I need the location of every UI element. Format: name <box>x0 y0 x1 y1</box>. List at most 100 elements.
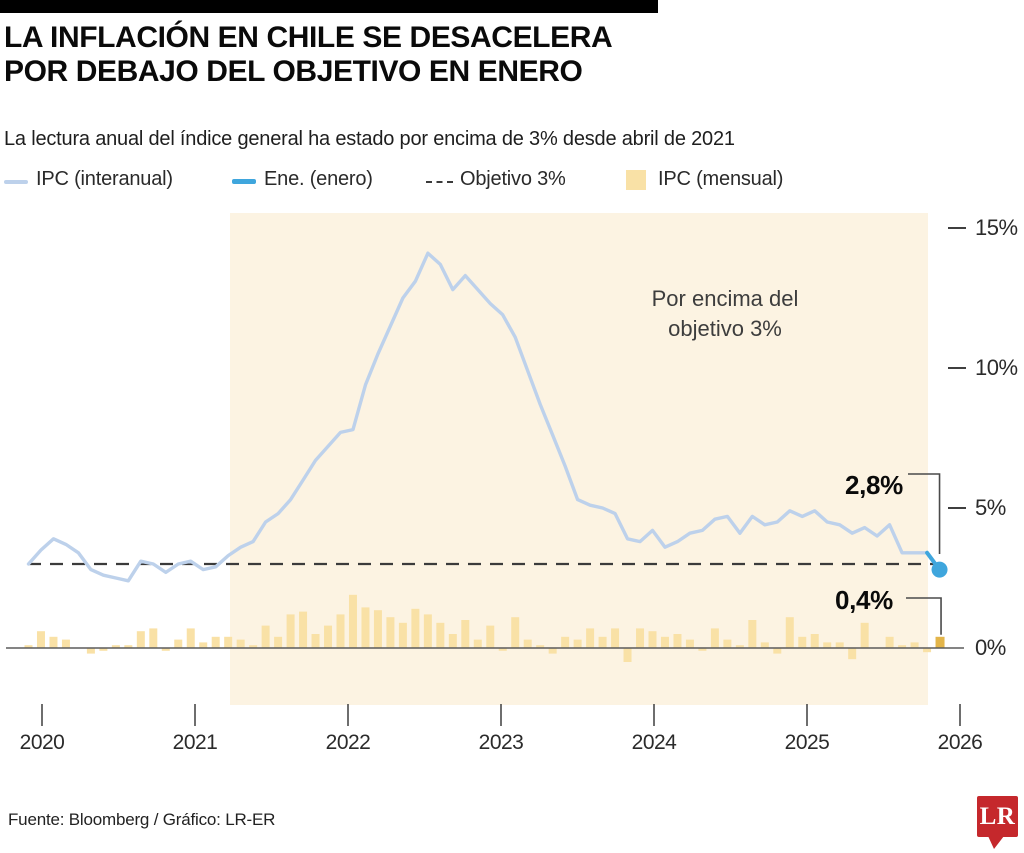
x-axis-label: 2024 <box>631 731 677 754</box>
x-axis-label: 2020 <box>19 731 65 754</box>
bar-monthly <box>636 628 645 648</box>
bar-monthly <box>324 625 333 648</box>
bar-monthly <box>236 639 245 648</box>
bar-monthly <box>186 628 195 648</box>
bar-monthly <box>511 617 520 648</box>
bar-monthly <box>361 607 370 648</box>
bar-monthly <box>336 614 345 648</box>
annual-value-callout-label: 2,8% <box>844 470 903 500</box>
bar-monthly <box>448 634 457 648</box>
line-ipc-interanual <box>26 251 929 583</box>
monthly-value-callout-label: 0,4% <box>834 585 893 615</box>
y-axis-label: 15% <box>975 215 1018 240</box>
legend-item-ipc-interanual: IPC (interanual) <box>36 168 173 190</box>
bar-monthly <box>548 648 557 654</box>
bar-monthly <box>673 634 682 648</box>
x-axis-label: 2022 <box>325 731 371 754</box>
bar-monthly <box>486 625 495 648</box>
y-axis-label: 5% <box>975 495 1006 520</box>
bar-monthly <box>573 639 582 648</box>
bar-monthly <box>36 631 45 648</box>
bar-monthly <box>498 648 507 651</box>
bar-monthly <box>798 636 807 648</box>
bar-monthly <box>823 642 832 648</box>
x-axis-label: 2026 <box>937 731 983 754</box>
annual-callout-line <box>908 473 941 554</box>
title-line-2: POR DEBAJO DEL OBJETIVO EN ENERO <box>4 55 583 88</box>
bar-monthly <box>848 648 857 660</box>
legend-line-icon-ipc-interanual <box>4 180 28 184</box>
bar-monthly <box>523 639 532 648</box>
above-target-annotation: Por encima del objetivo 3% <box>625 284 825 344</box>
bar-monthly <box>286 614 295 648</box>
bar-monthly <box>810 634 819 648</box>
legend-item-enero: Ene. (enero) <box>264 168 373 190</box>
bar-monthly <box>561 636 570 648</box>
bar-monthly <box>99 648 108 651</box>
bar-monthly <box>835 642 844 648</box>
bar-monthly <box>174 639 183 648</box>
bar-monthly <box>249 645 258 648</box>
bar-monthly <box>735 645 744 648</box>
bar-monthly <box>211 636 220 648</box>
bar-monthly <box>473 639 482 648</box>
bar-monthly <box>61 639 70 648</box>
above-target-shaded-region <box>230 213 928 705</box>
bar-monthly <box>373 610 382 648</box>
bar-monthly <box>898 645 907 648</box>
legend-dashed-line-icon-objetivo <box>426 181 453 183</box>
bar-monthly <box>685 639 694 648</box>
bar-monthly <box>723 639 732 648</box>
legend-line-icon-enero <box>232 179 256 184</box>
x-axis-label: 2025 <box>784 731 830 754</box>
bar-monthly <box>386 617 395 648</box>
lr-logo-bubble: LR <box>977 796 1018 837</box>
bar-monthly <box>660 636 669 648</box>
bar-monthly <box>311 634 320 648</box>
bar-monthly <box>49 636 58 648</box>
bar-monthly <box>161 648 170 651</box>
bar-monthly <box>598 636 607 648</box>
subtitle: La lectura anual del índice general ha e… <box>4 128 735 150</box>
bar-monthly <box>274 636 283 648</box>
legend-square-icon-ipc-mensual <box>626 170 646 190</box>
y-axis-label: 10% <box>975 355 1018 380</box>
bar-monthly <box>623 648 632 662</box>
bar-monthly <box>748 620 757 648</box>
lr-logo-text: LR <box>979 802 1016 830</box>
bar-monthly <box>436 622 445 648</box>
bar-monthly <box>648 631 657 648</box>
bar-monthly <box>86 648 95 654</box>
bar-monthly <box>24 645 33 648</box>
page-title: LA INFLACIÓN EN CHILE SE DESACELERA POR … <box>4 21 613 89</box>
bar-monthly <box>536 645 545 648</box>
source-credit: Fuente: Bloomberg / Gráfico: LR-ER <box>8 810 276 829</box>
bar-monthly-highlight <box>935 636 945 648</box>
title-line-1: LA INFLACIÓN EN CHILE SE DESACELERA <box>4 21 613 54</box>
y-axis-label: 0% <box>975 635 1006 660</box>
bar-monthly <box>199 642 208 648</box>
bar-monthly <box>461 620 470 648</box>
bar-monthly <box>398 622 407 648</box>
ene-data-point <box>931 561 948 578</box>
bar-monthly <box>773 648 782 654</box>
bar-monthly <box>885 636 894 648</box>
top-accent-bar <box>0 0 658 13</box>
lr-logo-tail-icon <box>988 836 1004 849</box>
bar-monthly <box>611 628 620 648</box>
bar-monthly <box>423 614 432 648</box>
bar-monthly <box>136 631 145 648</box>
x-axis-label: 2021 <box>172 731 218 754</box>
bar-monthly <box>785 617 794 648</box>
bar-monthly <box>224 636 233 648</box>
bar-monthly <box>586 628 595 648</box>
legend-item-ipc-mensual: IPC (mensual) <box>658 168 784 190</box>
bar-monthly <box>910 642 919 648</box>
lr-logo: LR <box>977 796 1018 849</box>
bar-monthly <box>299 611 308 648</box>
bar-monthly <box>760 642 769 648</box>
bar-monthly <box>348 594 357 648</box>
bar-monthly <box>124 645 133 648</box>
